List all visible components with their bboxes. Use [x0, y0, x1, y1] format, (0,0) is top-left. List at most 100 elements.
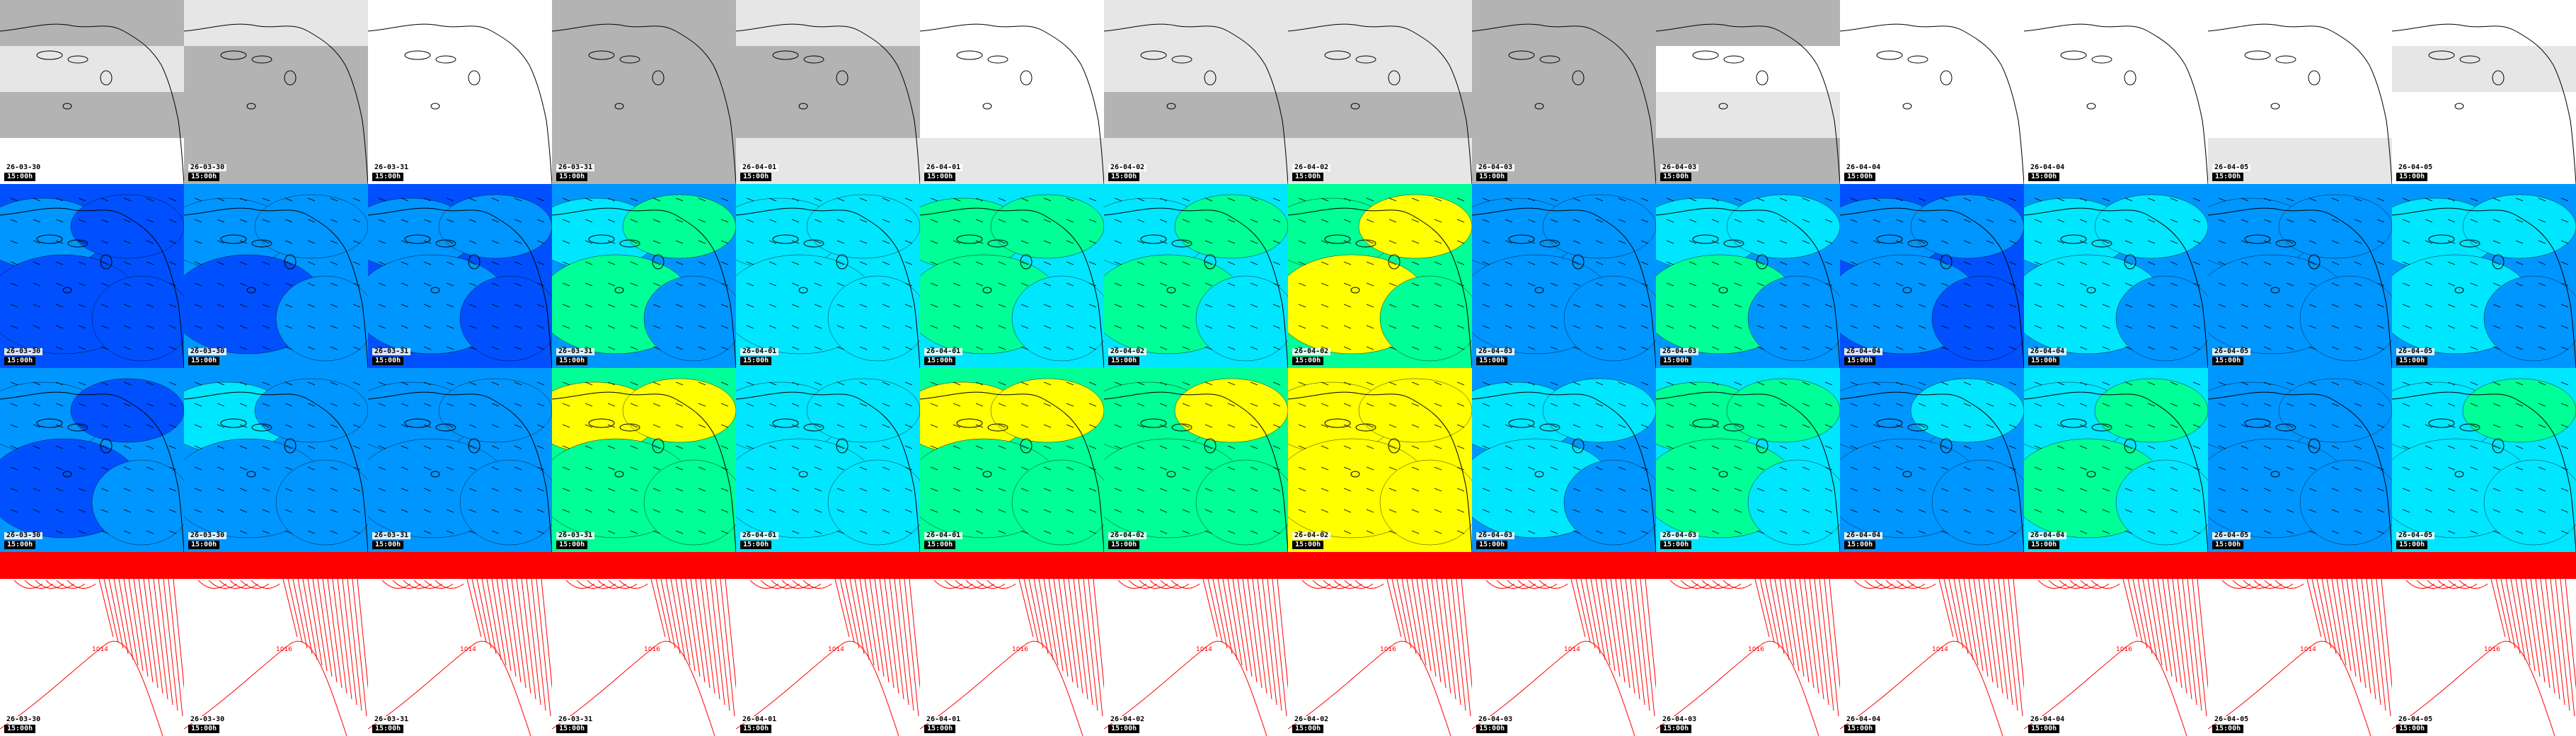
panel-date-label: 26-04-01: [740, 532, 779, 539]
panel-date-label: 26-04-03: [1660, 716, 1699, 723]
panel-date-label: 26-03-30: [4, 348, 43, 355]
wind-gust-map-panel: 26-04-02 15:00h: [1288, 368, 1472, 552]
wind-speed-10m-map: [368, 184, 552, 368]
panel-date-label: 26-04-05: [2212, 716, 2251, 723]
wind-gust-map-panel: 26-04-03 15:00h: [1656, 368, 1840, 552]
isobar-label: 1014: [1932, 646, 1948, 653]
panel-time-label: 15:00h: [1844, 173, 1876, 181]
cloud-cover-map: [1288, 0, 1472, 184]
panel-time-label: 15:00h: [4, 541, 36, 549]
isobar-label: 1016: [276, 646, 292, 653]
panel-time-label: 15:00h: [1108, 725, 1140, 733]
isobar-label: 1014: [1564, 646, 1580, 653]
cloud-cover-map: [184, 0, 368, 184]
wind-speed-10m-map-panel: 26-04-04 15:00h: [2024, 184, 2208, 368]
panel-date-label: 26-04-01: [740, 164, 779, 171]
panel-time-label: 15:00h: [1476, 725, 1508, 733]
wind-speed-10m-map-panel: 26-04-01 15:00h: [920, 184, 1104, 368]
wind-speed-10m-map: [552, 184, 736, 368]
sea-level-pressure-map: 1016: [920, 552, 1104, 736]
cloud-cover-map-panel: 26-04-01 15:00h: [920, 0, 1104, 184]
cloud-cover-map: [2024, 0, 2208, 184]
sea-level-pressure-map-panel: 1016 26-04-04 15:00h: [2024, 552, 2208, 736]
wind-speed-10m-map-panel: 26-04-02 15:00h: [1104, 184, 1288, 368]
panel-time-label: 15:00h: [740, 541, 772, 549]
wind-gust-map: [1656, 368, 1840, 552]
panel-date-label: 26-04-01: [924, 348, 963, 355]
panel-time-label: 15:00h: [4, 173, 36, 181]
panel-date-label: 26-04-03: [1660, 532, 1699, 539]
cloud-cover-map-panel: 26-04-02 15:00h: [1104, 0, 1288, 184]
wind-gust-map: [0, 368, 184, 552]
wind-speed-10m-map-panel: 26-04-02 15:00h: [1288, 184, 1472, 368]
wind-speed-10m-map: [2208, 184, 2392, 368]
isobar-label: 1016: [2484, 646, 2500, 653]
wind-gust-map-panel: 26-03-31 15:00h: [368, 368, 552, 552]
cloud-cover-map: [736, 0, 920, 184]
cloud-cover-map-panel: 26-03-30 15:00h: [184, 0, 368, 184]
cloud-cover-map: [1840, 0, 2024, 184]
wind-gust-map-panel: 26-03-30 15:00h: [0, 368, 184, 552]
cloud-cover-map: [920, 0, 1104, 184]
wind-speed-10m-map-panel: 26-03-31 15:00h: [368, 184, 552, 368]
panel-date-label: 26-03-31: [556, 716, 595, 723]
sea-level-pressure-map: 1016: [2024, 552, 2208, 736]
panel-time-label: 15:00h: [1108, 173, 1140, 181]
panel-date-label: 26-04-05: [2396, 164, 2435, 171]
panel-time-label: 15:00h: [2028, 173, 2060, 181]
panel-date-label: 26-03-31: [372, 348, 411, 355]
cloud-cover-map-panel: 26-04-03 15:00h: [1472, 0, 1656, 184]
sea-level-pressure-map: 1016: [1656, 552, 1840, 736]
wind-speed-10m-map: [1288, 184, 1472, 368]
panel-time-label: 15:00h: [372, 357, 404, 365]
panel-time-label: 15:00h: [2396, 541, 2428, 549]
panel-date-label: 26-03-31: [556, 348, 595, 355]
wind-speed-10m-map: [920, 184, 1104, 368]
panel-date-label: 26-03-31: [556, 164, 595, 171]
panel-time-label: 15:00h: [1292, 173, 1324, 181]
panel-time-label: 15:00h: [1292, 541, 1324, 549]
panel-date-label: 26-03-30: [4, 716, 43, 723]
panel-date-label: 26-04-04: [1844, 164, 1883, 171]
wind-speed-10m-map-panel: 26-04-01 15:00h: [736, 184, 920, 368]
sea-level-pressure-map-panel: 1016 26-03-30 15:00h: [184, 552, 368, 736]
panel-time-label: 15:00h: [1660, 725, 1692, 733]
panel-date-label: 26-04-01: [740, 348, 779, 355]
sea-level-pressure-map: 1014: [368, 552, 552, 736]
panel-date-label: 26-04-04: [2028, 164, 2067, 171]
panel-date-label: 26-03-30: [4, 532, 43, 539]
panel-time-label: 15:00h: [740, 725, 772, 733]
panel-time-label: 15:00h: [1292, 725, 1324, 733]
wind-gust-map-panel: 26-04-03 15:00h: [1472, 368, 1656, 552]
panel-time-label: 15:00h: [1844, 725, 1876, 733]
isobar-label: 1014: [92, 646, 108, 653]
wind-gust-map: [1288, 368, 1472, 552]
isobar-label: 1014: [2300, 646, 2316, 653]
panel-date-label: 26-04-03: [1476, 532, 1515, 539]
sea-level-pressure-map: 1014: [2208, 552, 2392, 736]
wind-speed-10m-map: [2024, 184, 2208, 368]
cloud-cover-map: [1656, 0, 1840, 184]
panel-date-label: 26-04-03: [1660, 348, 1699, 355]
cloud-cover-map-panel: 26-04-04 15:00h: [2024, 0, 2208, 184]
cloud-cover-map: [1472, 0, 1656, 184]
panel-time-label: 15:00h: [2396, 173, 2428, 181]
panel-date-label: 26-04-04: [2028, 532, 2067, 539]
panel-time-label: 15:00h: [2028, 725, 2060, 733]
sea-level-pressure-map-panel: 1014 26-03-30 15:00h: [0, 552, 184, 736]
isobar-label: 1014: [828, 646, 844, 653]
wind-gust-map: [2392, 368, 2576, 552]
sea-level-pressure-map-panel: 1014 26-03-31 15:00h: [368, 552, 552, 736]
sea-level-pressure-map: 1014: [1472, 552, 1656, 736]
wind-speed-10m-map: [1472, 184, 1656, 368]
sea-level-pressure-map-panel: 1014 26-04-02 15:00h: [1104, 552, 1288, 736]
wind-gust-map-panel: 26-04-05 15:00h: [2392, 368, 2576, 552]
cloud-cover-map-panel: 26-03-30 15:00h: [0, 0, 184, 184]
sea-level-pressure-map: 1016: [2392, 552, 2576, 736]
sea-level-pressure-map-panel: 1016 26-04-02 15:00h: [1288, 552, 1472, 736]
panel-time-label: 15:00h: [2212, 541, 2244, 549]
isobar-label: 1016: [1380, 646, 1396, 653]
panel-date-label: 26-03-30: [188, 716, 227, 723]
panel-date-label: 26-04-02: [1108, 348, 1147, 355]
panel-time-label: 15:00h: [1660, 541, 1692, 549]
